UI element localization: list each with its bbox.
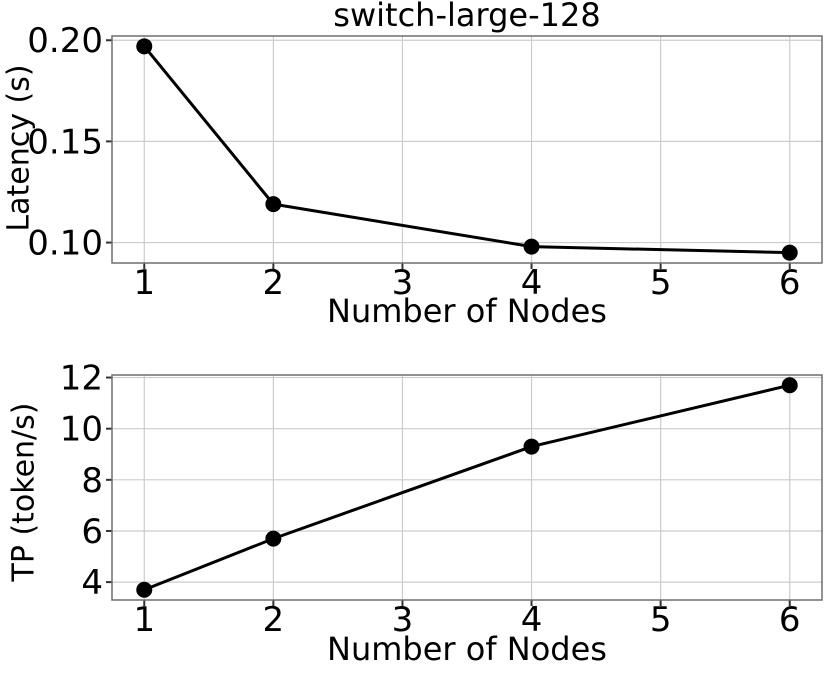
plot-border <box>111 374 823 601</box>
latency-data-point <box>523 238 540 255</box>
x-tick-label: 5 <box>650 263 672 303</box>
x-tick-label: 1 <box>133 600 155 640</box>
x-tick-label: 4 <box>521 263 543 303</box>
y-tick-label: 0.10 <box>27 224 103 264</box>
y-tick-label: 6 <box>81 512 103 552</box>
y-tick-label: 8 <box>81 461 103 501</box>
y-tick-label: 12 <box>60 359 103 399</box>
grid <box>112 36 822 263</box>
x-tick-label: 4 <box>521 600 543 640</box>
latency-x-axis-label: Number of Nodes <box>327 292 607 330</box>
latency-data-point <box>265 196 282 213</box>
x-tick-label: 2 <box>263 600 285 640</box>
y-tick-label: 4 <box>81 563 103 603</box>
x-tick-label: 1 <box>133 263 155 303</box>
plot-border <box>111 35 823 264</box>
latency-chart: 1 2 3 4 5 6 0.10 0.15 0.20 <box>27 21 823 303</box>
axis-ticks: 1 2 3 4 5 6 0.10 0.15 0.20 <box>27 21 800 303</box>
y-tick-label: 0.15 <box>27 122 103 162</box>
throughput-line <box>142 383 792 592</box>
y-tick-label: 0.20 <box>27 21 103 61</box>
throughput-data-point <box>781 377 798 394</box>
throughput-data-point <box>523 438 540 455</box>
y-tick-label: 10 <box>60 410 103 450</box>
x-tick-label: 6 <box>779 263 801 303</box>
x-tick-label: 3 <box>392 263 414 303</box>
grid <box>112 375 822 600</box>
x-tick-label: 5 <box>650 600 672 640</box>
x-tick-label: 3 <box>392 600 414 640</box>
x-tick-label: 6 <box>779 600 801 640</box>
latency-data-point <box>781 244 798 261</box>
throughput-x-axis-label: Number of Nodes <box>327 630 607 668</box>
chart-title: switch-large-128 <box>333 0 601 34</box>
throughput-data-point <box>265 530 282 547</box>
latency-line <box>142 44 792 255</box>
latency-data-point <box>136 38 153 55</box>
x-tick-label: 2 <box>263 263 285 303</box>
throughput-data-point <box>136 581 153 598</box>
